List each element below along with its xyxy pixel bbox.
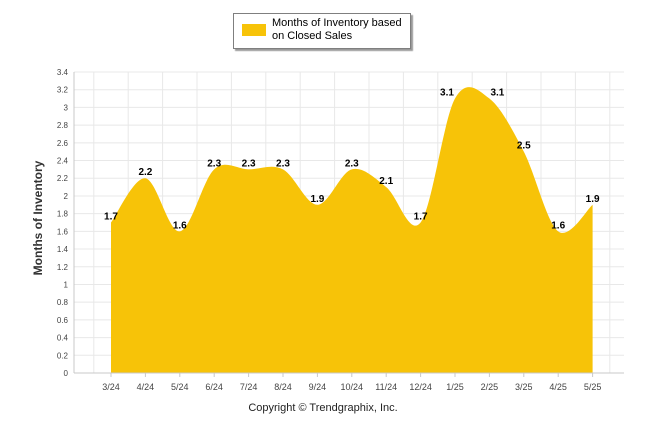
data-label: 1.7 — [104, 212, 118, 223]
y-tick-label: 2.2 — [57, 174, 69, 183]
y-tick-label: 0.6 — [57, 316, 69, 325]
area-series — [111, 87, 593, 374]
y-tick-label: 2.4 — [57, 157, 69, 166]
y-tick-label: 0.4 — [57, 334, 69, 343]
y-tick-label: 1.6 — [57, 227, 69, 236]
data-label: 1.9 — [586, 194, 600, 205]
y-tick-label: 2.8 — [57, 121, 69, 130]
x-tick-label: 4/24 — [137, 382, 155, 392]
data-label: 2.3 — [345, 158, 359, 169]
data-label: 2.3 — [207, 158, 221, 169]
y-tick-label: 1.4 — [57, 245, 69, 254]
y-tick-label: 1 — [64, 280, 69, 289]
area-fill — [111, 87, 593, 374]
data-label: 3.1 — [490, 88, 504, 99]
x-tick-label: 10/24 — [341, 382, 364, 392]
x-tick-label: 12/24 — [409, 382, 432, 392]
y-tick-label: 1.8 — [57, 210, 69, 219]
copyright-footer: Copyright © Trendgraphix, Inc. — [248, 402, 398, 414]
legend: Months of Inventory based on Closed Sale… — [233, 13, 411, 49]
y-tick-label: 2 — [64, 192, 69, 201]
x-tick-label: 6/24 — [205, 382, 223, 392]
x-tick-label: 5/24 — [171, 382, 189, 392]
axes: 0 0.2 0.4 0.6 0.8 1 1.2 1.4 1.6 1.8 2 2.2 2.4 2.6 2.8 3… — [57, 68, 624, 392]
y-tick-label: 0 — [64, 369, 69, 378]
y-tick-label: 3 — [64, 103, 69, 112]
y-tick-label: 3.4 — [57, 68, 69, 77]
data-label: 2.3 — [276, 158, 290, 169]
data-label: 1.9 — [310, 194, 324, 205]
y-tick-label: 0.8 — [57, 298, 69, 307]
data-label: 1.7 — [414, 212, 428, 223]
legend-swatch — [242, 24, 266, 36]
x-tick-label: 11/24 — [375, 382, 397, 392]
data-label: 2.5 — [517, 141, 531, 152]
x-tick-label: 7/24 — [240, 382, 258, 392]
x-tick-label: 9/24 — [309, 382, 327, 392]
x-tick-label: 8/24 — [274, 382, 292, 392]
data-label: 2.3 — [242, 158, 256, 169]
data-labels: 1.7 2.2 1.6 2.3 2.3 2.3 1.9 2.3 2.1 1.7 3.1 3.1 2.5 1… — [104, 88, 600, 232]
y-tick-label: 2.6 — [57, 139, 69, 148]
data-label: 3.1 — [440, 88, 454, 99]
data-label: 2.2 — [138, 167, 152, 178]
data-label: 2.1 — [379, 176, 393, 187]
y-tick-label: 1.2 — [57, 263, 69, 272]
x-tick-label: 3/24 — [102, 382, 120, 392]
x-tick-label: 4/25 — [549, 382, 567, 392]
x-tick-label: 2/25 — [481, 382, 499, 392]
y-axis-title: Months of Inventory — [31, 160, 45, 275]
y-tick-label: 0.2 — [57, 351, 69, 360]
legend-label: Months of Inventory based on Closed Sale… — [272, 17, 402, 42]
x-tick-label: 1/25 — [446, 382, 464, 392]
y-tick-label: 3.2 — [57, 86, 69, 95]
data-label: 1.6 — [173, 220, 187, 231]
x-tick-label: 5/25 — [584, 382, 602, 392]
data-label: 1.6 — [551, 220, 565, 231]
x-tick-label: 3/25 — [515, 382, 533, 392]
